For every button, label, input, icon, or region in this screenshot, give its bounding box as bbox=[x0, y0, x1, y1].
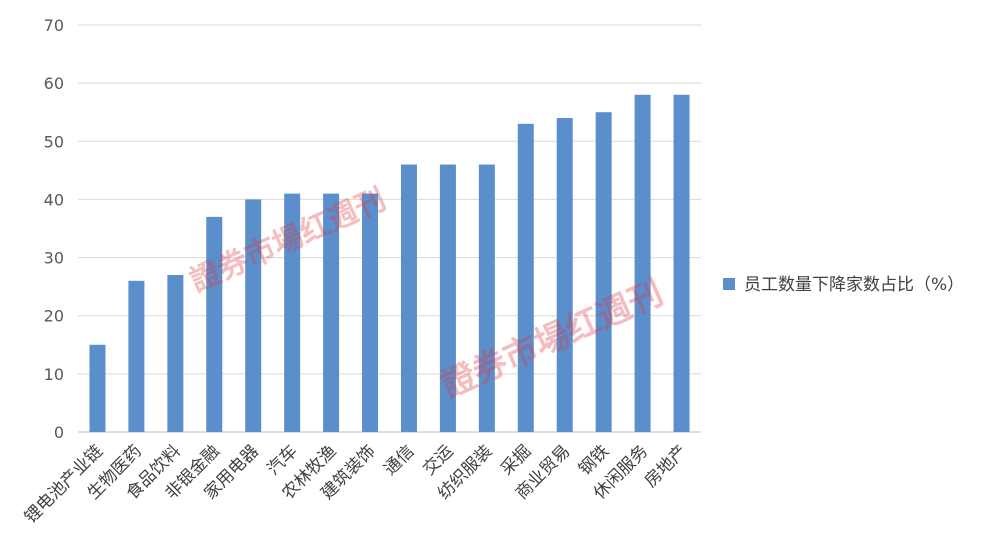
y-tick-label: 0 bbox=[54, 423, 64, 442]
y-tick-label: 30 bbox=[44, 249, 64, 268]
legend: 员工数量下降家数占比（%） bbox=[723, 275, 964, 295]
y-tick-label: 20 bbox=[44, 307, 64, 326]
bar bbox=[362, 193, 379, 432]
bar bbox=[478, 164, 495, 433]
bar bbox=[89, 344, 106, 432]
watermark-text: 證券市場红週刊 bbox=[435, 273, 669, 406]
bar bbox=[400, 164, 417, 433]
y-axis-ticks: 0 10 20 30 40 50 60 70 bbox=[44, 16, 64, 442]
y-tick-label: 60 bbox=[44, 74, 64, 93]
watermark: 證券市場红週刊 bbox=[435, 273, 669, 406]
bar bbox=[556, 118, 573, 433]
x-tick-label: 通信 bbox=[380, 441, 418, 479]
bar bbox=[206, 216, 223, 432]
bar bbox=[245, 199, 262, 432]
bar bbox=[634, 94, 651, 433]
bar bbox=[167, 275, 184, 432]
legend-label: 员工数量下降家数占比（%） bbox=[744, 275, 964, 295]
bar bbox=[595, 112, 612, 432]
x-tick-label: 房地产 bbox=[641, 441, 691, 491]
bar bbox=[517, 123, 534, 432]
y-tick-label: 10 bbox=[44, 365, 64, 384]
y-tick-label: 40 bbox=[44, 190, 64, 209]
bar bbox=[323, 193, 340, 432]
bar bbox=[128, 280, 145, 432]
bar bbox=[673, 94, 690, 433]
y-tick-label: 70 bbox=[44, 16, 64, 35]
bars bbox=[89, 94, 690, 433]
y-tick-label: 50 bbox=[44, 132, 64, 151]
bar bbox=[284, 193, 301, 432]
legend-swatch bbox=[723, 278, 735, 290]
bar bbox=[439, 164, 456, 433]
